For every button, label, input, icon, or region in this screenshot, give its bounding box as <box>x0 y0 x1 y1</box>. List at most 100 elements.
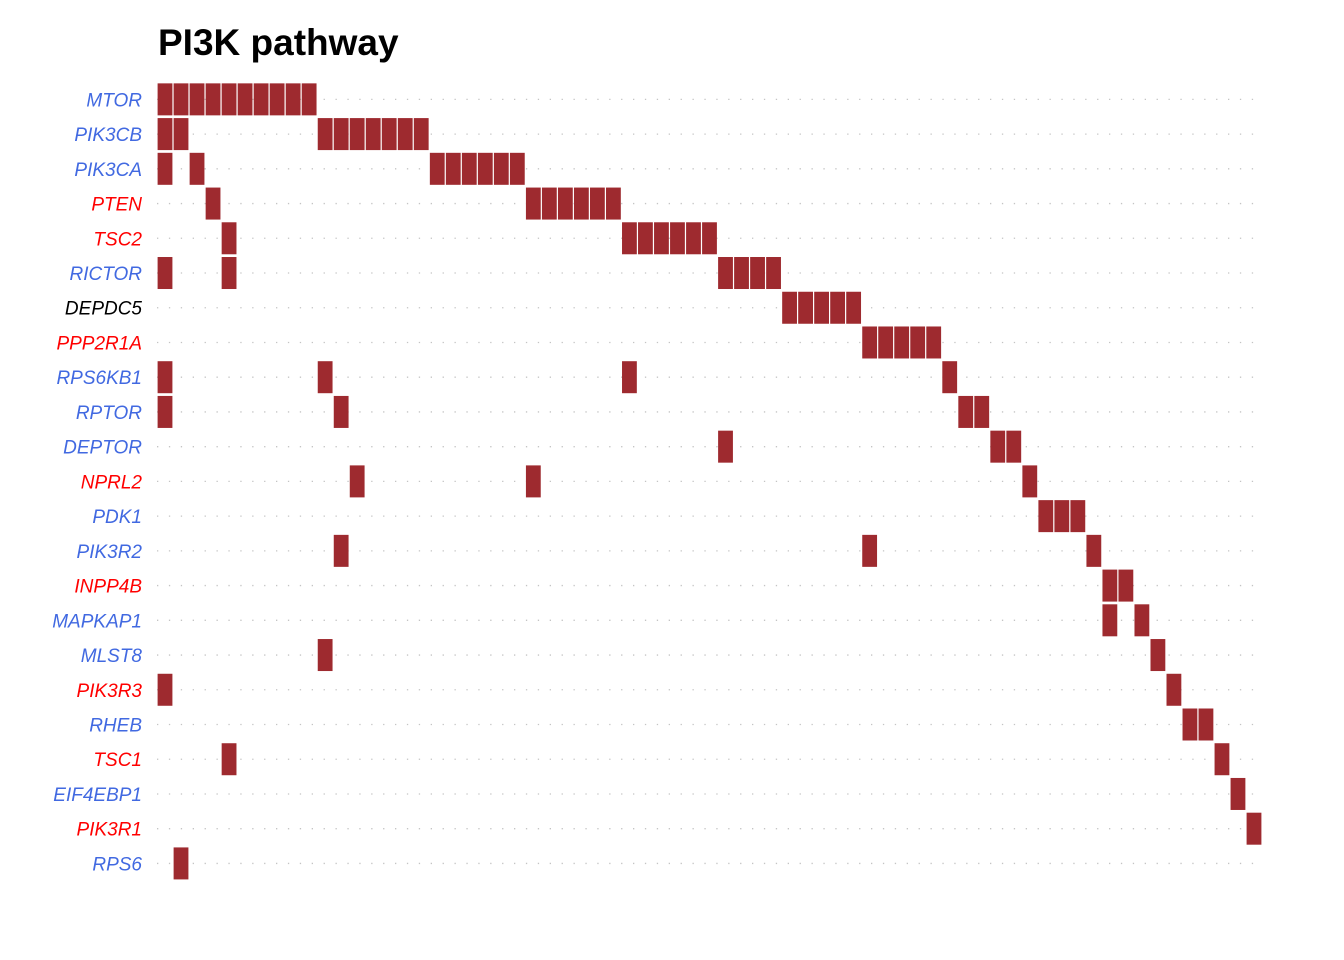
alteration-cell <box>798 291 813 324</box>
alteration-cell <box>317 361 333 394</box>
alteration-cell <box>878 326 894 359</box>
alteration-cell <box>189 83 205 116</box>
alteration-cell <box>622 361 637 394</box>
alteration-cell <box>173 83 189 116</box>
alteration-cell <box>1118 569 1134 602</box>
gene-label: RPS6KB1 <box>56 368 142 389</box>
alteration-cell <box>1102 604 1118 637</box>
alteration-cell <box>157 395 173 428</box>
gene-label: DEPDC5 <box>65 299 143 320</box>
alteration-cell <box>974 395 990 428</box>
alteration-cell <box>221 83 237 116</box>
gene-label: MAPKAP1 <box>52 611 142 632</box>
gene-label: TSC2 <box>93 229 142 250</box>
alteration-cell <box>862 534 878 567</box>
alteration-cell <box>189 152 205 185</box>
alteration-cell <box>333 395 349 428</box>
alteration-cell <box>1086 534 1102 567</box>
gene-label: PIK3R3 <box>77 681 143 702</box>
alteration-cells <box>157 83 1262 880</box>
alteration-cell <box>702 222 717 255</box>
alteration-cell <box>846 291 862 324</box>
gene-label: RPTOR <box>76 403 142 424</box>
alteration-cell <box>1070 500 1086 533</box>
alteration-cell <box>509 152 525 185</box>
alteration-cell <box>670 222 685 255</box>
alteration-cell <box>958 395 974 428</box>
gene-label: MTOR <box>86 90 142 111</box>
gene-label: PIK3CA <box>74 160 142 181</box>
alteration-cell <box>477 152 493 185</box>
alteration-cell <box>1006 430 1022 463</box>
gene-label: MLST8 <box>81 646 143 667</box>
alteration-cell <box>429 152 445 185</box>
alteration-cell <box>157 83 173 116</box>
alteration-cell <box>686 222 701 255</box>
alteration-cell <box>285 83 301 116</box>
gene-label: RICTOR <box>70 264 143 285</box>
gene-label: PIK3R2 <box>77 542 143 563</box>
dot-grid <box>157 98 1262 865</box>
alteration-cell <box>157 118 173 151</box>
alteration-cell <box>221 257 237 290</box>
alteration-cell <box>622 222 637 255</box>
alteration-cell <box>1166 673 1182 706</box>
alteration-cell <box>814 291 829 324</box>
alteration-cell <box>349 465 365 498</box>
alteration-cell <box>301 83 317 116</box>
gene-label: TSC1 <box>93 750 142 771</box>
alteration-cell <box>1182 708 1198 741</box>
alteration-cell <box>894 326 910 359</box>
gene-labels: MTOR PIK3CB PIK3CA PTEN TSC2 RICTOR DEPDC5 PPP2… <box>52 90 142 875</box>
gene-label: EIF4EBP1 <box>53 785 142 806</box>
alteration-cell <box>493 152 509 185</box>
alteration-cell <box>926 326 942 359</box>
alteration-cell <box>1022 465 1038 498</box>
alteration-cell <box>205 187 221 220</box>
gene-label: INPP4B <box>74 577 142 598</box>
gene-label: PPP2R1A <box>56 333 142 354</box>
alteration-cell <box>157 673 173 706</box>
alteration-cell <box>1054 500 1070 533</box>
alteration-cell <box>942 361 958 394</box>
alteration-cell <box>349 118 365 151</box>
alteration-cell <box>862 326 878 359</box>
alteration-cell <box>317 118 333 151</box>
alteration-cell <box>654 222 669 255</box>
alteration-cell <box>910 326 926 359</box>
alteration-cell <box>157 257 173 290</box>
alteration-cell <box>525 465 541 498</box>
alteration-cell <box>1102 569 1118 602</box>
alteration-cell <box>1230 777 1246 810</box>
alteration-cell <box>269 83 285 116</box>
gene-label: NPRL2 <box>81 472 143 493</box>
alteration-cell <box>221 743 237 776</box>
alteration-cell <box>1214 743 1230 776</box>
alteration-cell <box>461 152 477 185</box>
alteration-cell <box>317 639 333 672</box>
alteration-cell <box>173 847 189 880</box>
alteration-cell <box>173 118 189 151</box>
alteration-cell <box>1198 708 1214 741</box>
gene-label: PDK1 <box>92 507 142 528</box>
alteration-cell <box>766 257 781 290</box>
alteration-cell <box>606 187 621 220</box>
alteration-cell <box>573 187 589 220</box>
gene-label: RPS6 <box>92 854 142 875</box>
alteration-cell <box>413 118 429 151</box>
gene-label: PIK3CB <box>74 125 142 146</box>
alteration-cell <box>541 187 557 220</box>
alteration-cell <box>1038 500 1054 533</box>
alteration-cell <box>253 83 269 116</box>
alteration-cell <box>205 83 221 116</box>
alteration-cell <box>718 430 733 463</box>
alteration-cell <box>782 291 797 324</box>
alteration-cell <box>381 118 397 151</box>
alteration-cell <box>525 187 541 220</box>
gene-label: RHEB <box>89 716 142 737</box>
alteration-cell <box>718 257 733 290</box>
alteration-cell <box>1150 639 1166 672</box>
alteration-cell <box>990 430 1006 463</box>
alteration-cell <box>734 257 749 290</box>
